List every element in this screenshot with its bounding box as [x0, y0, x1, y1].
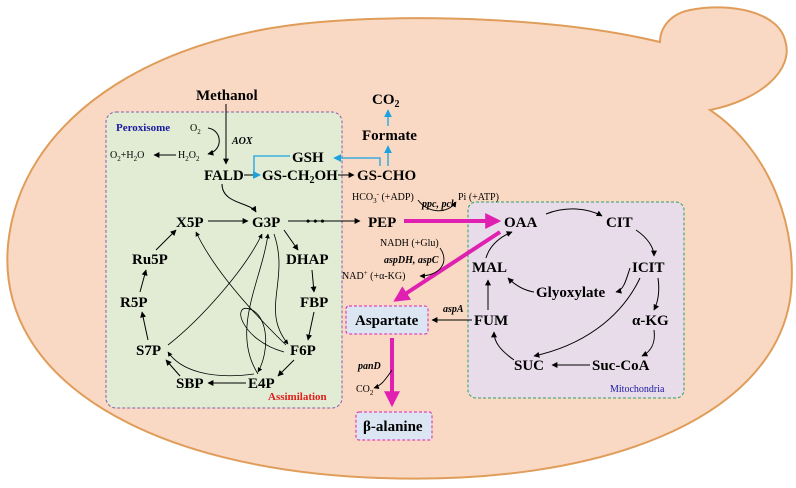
- x5p-node: X5P: [176, 215, 204, 231]
- fald-node: FALD: [204, 168, 244, 184]
- aspdh-aspc-enzyme-label: aspDH, aspC: [384, 255, 439, 266]
- oaa-to-aspartate-flux: [393, 230, 502, 302]
- pand-enzyme-label: panD: [357, 361, 381, 372]
- o2-h2o-label: O2+H2O: [110, 150, 144, 163]
- akg-node: α-KG: [632, 313, 669, 329]
- h2o2-label: H2O2: [178, 150, 200, 163]
- r5p-node: R5P: [120, 295, 148, 311]
- balanine-node: β-alanine: [363, 419, 423, 435]
- nadh-label: NADH (+Glu): [380, 238, 439, 249]
- o2-to-h2o2-curve: [207, 127, 220, 156]
- glyoxylate-to-mal-arrow: [507, 277, 535, 293]
- gs-cho-node: GS-CHO: [357, 168, 416, 184]
- r5p-to-ru5p-arrow: [139, 269, 148, 293]
- s7p-g3p-crosslink: [167, 233, 263, 346]
- fald-to-g3p-curve: [221, 183, 257, 213]
- sbp-to-s7p-arrow: [165, 359, 181, 377]
- gs-ch2oh-node: GS-CH2OH: [262, 168, 338, 186]
- cit-to-icit-arrow: [635, 229, 657, 257]
- mitochondria-compartment: [467, 201, 685, 399]
- aspartate-box: [345, 305, 429, 335]
- fbp-to-f6p-arrow: [306, 311, 315, 341]
- nadh-to-nad-curve: [419, 247, 445, 279]
- formate-node: Formate: [362, 128, 417, 144]
- suc-to-fum-arrow: [491, 331, 515, 361]
- pi-label: Pi (+ATP): [458, 192, 499, 203]
- hco3-to-pi-curve: [417, 199, 457, 212]
- co2-pand-label: CO2: [356, 384, 374, 397]
- dhap-to-fbp-arrow: [310, 269, 317, 293]
- ru5p-node: Ru5P: [132, 252, 168, 268]
- f6p-node: F6P: [290, 343, 316, 359]
- sbp-node: SBP: [176, 376, 204, 392]
- cit-node: CIT: [606, 215, 633, 231]
- fbp-node: FBP: [300, 295, 328, 311]
- f6p-x5p-crosslink: [195, 231, 287, 346]
- icit-to-akg-arrow: [653, 277, 660, 311]
- ru5p-to-x5p-arrow: [155, 229, 177, 251]
- pand-co2-curve: [373, 369, 393, 390]
- icit-to-glyoxylate-arrow: [615, 267, 631, 294]
- dhap-node: DHAP: [286, 252, 329, 268]
- gsh-node: GSH: [292, 150, 324, 166]
- peroxisome-label: Peroxisome: [116, 122, 170, 134]
- f6p-to-e4p-arrow: [277, 359, 295, 377]
- e4p-node: E4P: [248, 376, 275, 392]
- assimilation-label: Assimilation: [268, 391, 327, 403]
- g3p-to-dhap-arrow: [283, 229, 299, 251]
- suc-node: SUC: [514, 358, 544, 374]
- s7p-to-r5p-arrow: [140, 311, 149, 341]
- g3p-node: G3P: [252, 215, 280, 231]
- oaa-to-cit-arrow: [545, 208, 603, 217]
- co2-top-node: CO2: [372, 92, 400, 110]
- ppc-pck-enzyme-label: ppc, pck: [421, 199, 456, 210]
- fum-node: FUM: [474, 313, 508, 329]
- e4p-s7p-loop: [167, 351, 255, 377]
- e4p-g3p-crosslink: [246, 233, 270, 375]
- mitochondria-label: Mitochondria: [610, 384, 665, 395]
- aspartate-node: Aspartate: [355, 313, 419, 329]
- mal-node: MAL: [472, 260, 507, 276]
- hco3-label: HCO3- (+ADP): [352, 190, 414, 205]
- g3p-pep-dots: • • •: [306, 214, 325, 228]
- methanol-node: Methanol: [196, 88, 258, 104]
- aspa-enzyme-label: aspA: [443, 304, 464, 315]
- gsh-to-gsch2oh-arrow: [252, 155, 290, 179]
- g3p-f6p-crosslink: [273, 233, 289, 345]
- gscho-to-gsh-arrow: [333, 154, 381, 166]
- f6p-loop: [240, 308, 285, 373]
- s7p-node: S7P: [136, 343, 161, 359]
- nad-label: NAD+ (+α-KG): [342, 269, 405, 282]
- peroxisome-compartment: [105, 111, 343, 409]
- succoa-node: Suc-CoA: [592, 358, 650, 374]
- o2-label: O2: [190, 123, 201, 136]
- mal-to-oaa-arrow: [485, 231, 513, 259]
- icit-node: ICIT: [632, 260, 665, 276]
- aox-enzyme-label: AOX: [231, 136, 253, 147]
- balanine-box: [355, 411, 433, 441]
- akg-to-succoa-arrow: [641, 329, 655, 357]
- icit-to-suc-arrow: [533, 277, 641, 358]
- glyoxylate-node: Glyoxylate: [536, 285, 605, 301]
- pep-node: PEP: [368, 215, 396, 231]
- oaa-node: OAA: [504, 215, 538, 231]
